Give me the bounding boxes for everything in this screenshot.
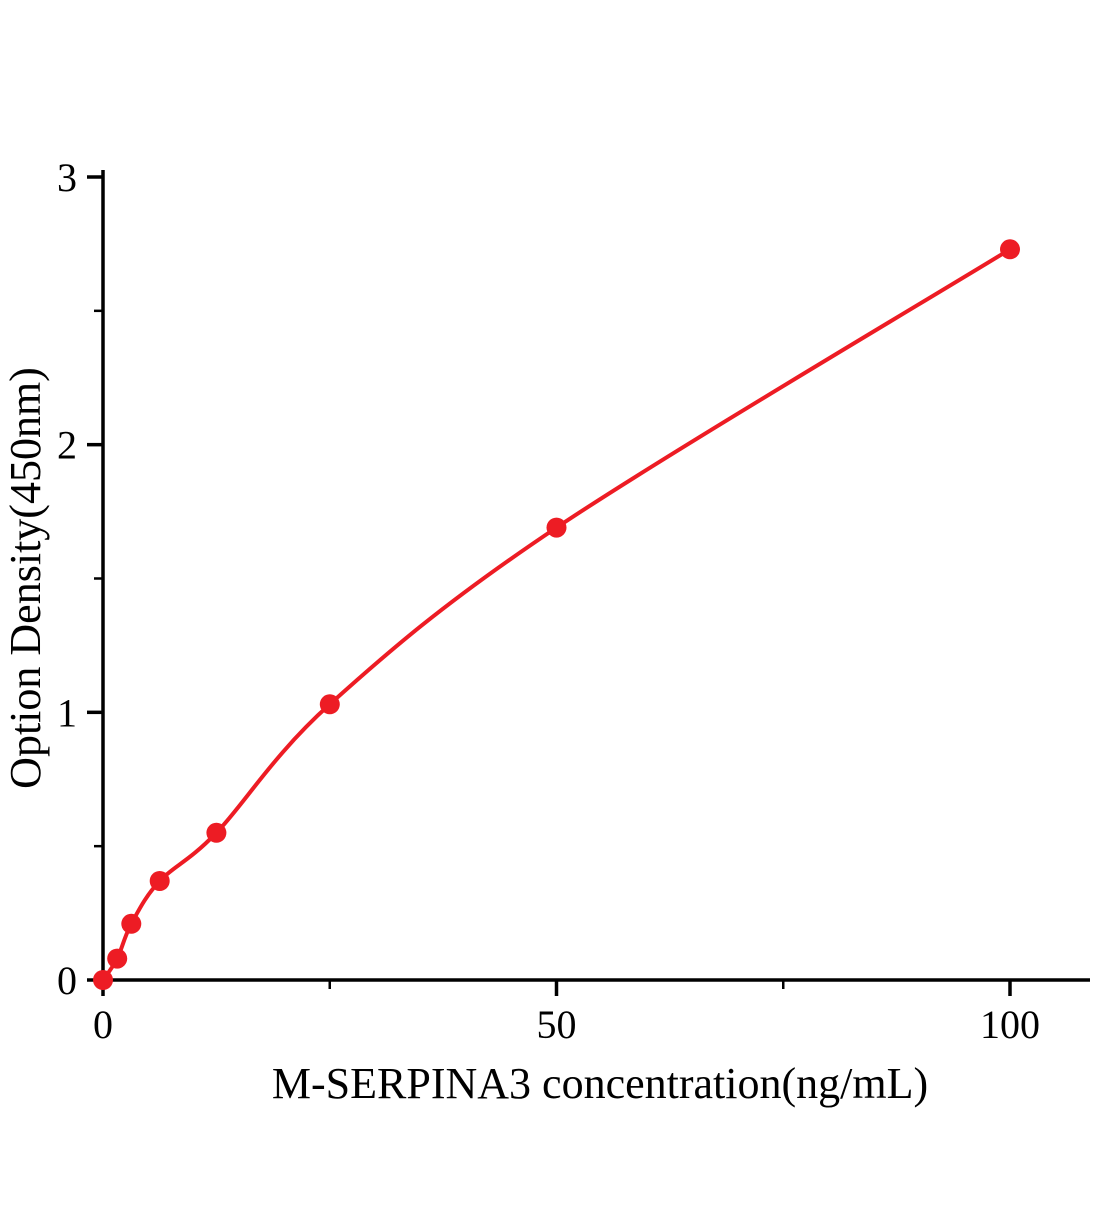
y-tick-label: 2: [57, 423, 77, 468]
data-point-marker: [107, 948, 128, 969]
y-axis-label: Option Density(450nm): [1, 367, 50, 789]
y-tick-label: 1: [57, 690, 77, 735]
data-point-marker: [121, 913, 142, 934]
x-tick-label: 50: [537, 1002, 577, 1047]
x-tick-label: 100: [980, 1002, 1040, 1047]
data-point-marker: [546, 517, 567, 538]
data-point-marker: [149, 871, 170, 891]
chart-dynamic-layer: 0 50 100 0 1 2 3: [57, 155, 1090, 1047]
y-tick-label: 0: [57, 958, 77, 1003]
x-axis-label: M-SERPINA3 concentration(ng/mL): [272, 1059, 928, 1108]
x-tick-label: 0: [93, 1002, 113, 1047]
data-point-marker: [319, 694, 340, 715]
data-point-marker: [206, 822, 227, 843]
data-point-marker: [93, 970, 113, 990]
fit-curve: [101, 247, 1012, 982]
y-tick-label: 3: [57, 155, 77, 200]
data-point-marker: [1000, 239, 1020, 260]
